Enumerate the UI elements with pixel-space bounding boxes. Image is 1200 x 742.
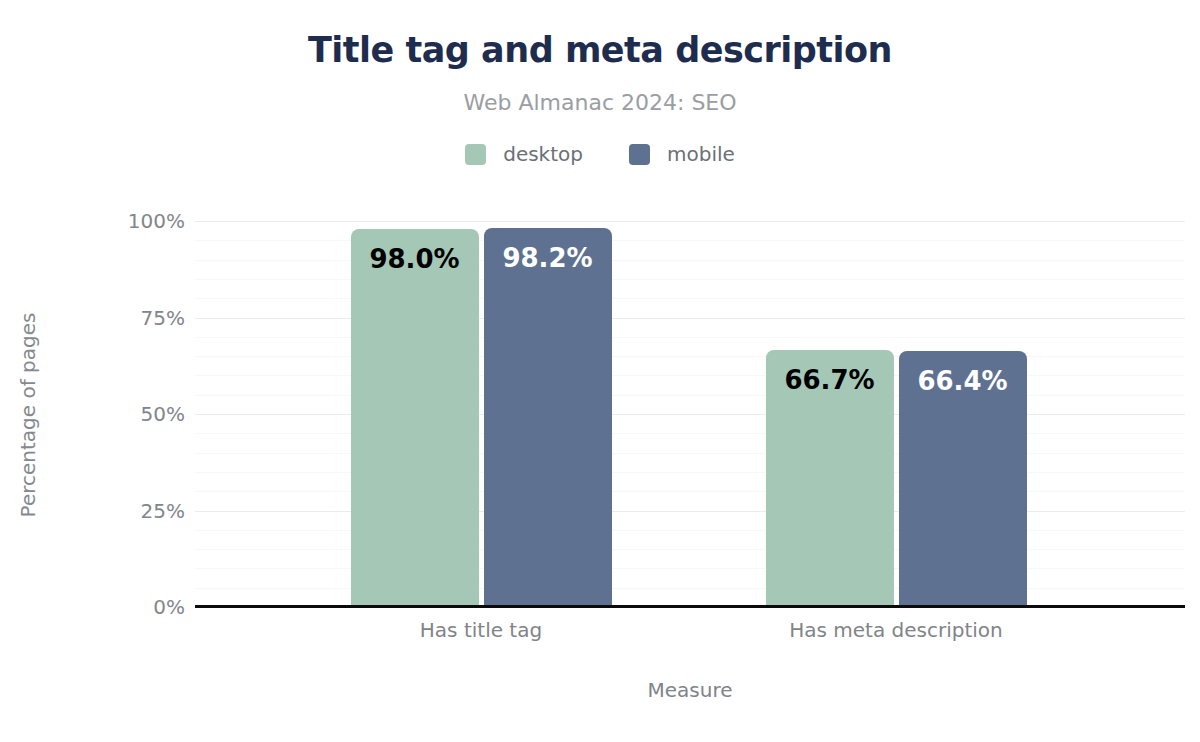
- bar-value-label: 66.4%: [917, 366, 1007, 396]
- chart-container: Title tag and meta description Web Alman…: [0, 0, 1200, 742]
- y-tick-label: 75%: [30, 306, 185, 330]
- gridline: [195, 298, 1185, 299]
- legend-item-desktop[interactable]: desktop: [465, 142, 583, 166]
- gridline: [195, 356, 1185, 357]
- gridline: [195, 395, 1185, 396]
- chart-subtitle: Web Almanac 2024: SEO: [0, 90, 1200, 115]
- bar-mobile-has-title-tag[interactable]: 98.2%: [484, 228, 612, 607]
- mobile-swatch-icon: [629, 144, 650, 165]
- gridline: [195, 549, 1185, 550]
- gridline: [195, 433, 1185, 434]
- y-tick-label: 100%: [30, 209, 185, 233]
- bar-value-label: 98.0%: [369, 244, 459, 274]
- legend-label-mobile: mobile: [667, 142, 735, 166]
- desktop-swatch-icon: [465, 144, 486, 165]
- y-tick-label: 0%: [30, 595, 185, 619]
- gridline: [195, 337, 1185, 338]
- gridline: [195, 375, 1185, 376]
- y-tick-label: 50%: [30, 402, 185, 426]
- bar-desktop-has-meta-description[interactable]: 66.7%: [766, 350, 894, 607]
- gridline: [195, 491, 1185, 492]
- category-label-has-meta-description: Has meta description: [696, 618, 1096, 642]
- y-tick-label: 25%: [30, 499, 185, 523]
- legend: desktop mobile: [0, 142, 1200, 166]
- gridline: [195, 588, 1185, 589]
- bar-value-label: 66.7%: [784, 365, 874, 395]
- gridline: [195, 511, 1185, 512]
- x-axis-line: [195, 605, 1185, 608]
- legend-item-mobile[interactable]: mobile: [629, 142, 735, 166]
- x-axis-title: Measure: [195, 678, 1185, 702]
- bar-value-label: 98.2%: [502, 243, 592, 273]
- category-label-has-title-tag: Has title tag: [281, 618, 681, 642]
- gridline: [195, 568, 1185, 569]
- gridline: [195, 318, 1185, 319]
- gridline: [195, 221, 1185, 222]
- bar-desktop-has-title-tag[interactable]: 98.0%: [351, 229, 479, 607]
- gridline: [195, 414, 1185, 415]
- gridline: [195, 240, 1185, 241]
- chart-title: Title tag and meta description: [0, 30, 1200, 70]
- gridline: [195, 279, 1185, 280]
- gridline: [195, 472, 1185, 473]
- gridline: [195, 530, 1185, 531]
- gridline: [195, 260, 1185, 261]
- gridline: [195, 453, 1185, 454]
- bar-mobile-has-meta-description[interactable]: 66.4%: [899, 351, 1027, 607]
- legend-label-desktop: desktop: [503, 142, 583, 166]
